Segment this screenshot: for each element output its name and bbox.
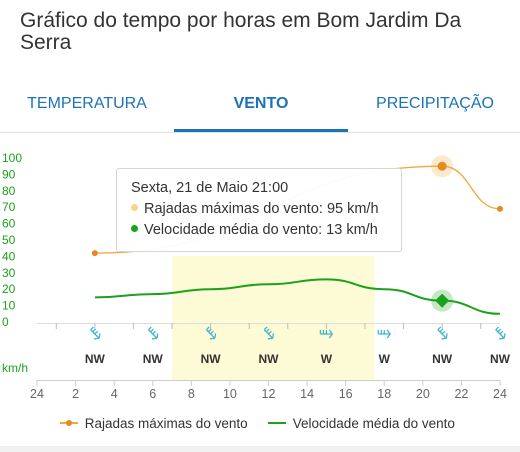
x-tick-label: 6 xyxy=(149,387,156,401)
gust-selected-point xyxy=(437,161,447,171)
x-tick-label: 24 xyxy=(493,387,507,401)
x-tick-label: 10 xyxy=(223,387,237,401)
legend-gust-label: Rajadas máximas do vento xyxy=(84,416,248,431)
tooltip-gust-label: Rajadas máximas do vento: 95 km/h xyxy=(144,201,379,217)
x-tick-label: 18 xyxy=(377,387,391,401)
tooltip-gust-dot xyxy=(131,204,138,211)
tab-bar: TEMPERATURA VENTO PRECIPITAÇÃO xyxy=(0,82,520,133)
legend-avg-marker xyxy=(268,422,286,424)
wind-direction-label: NW xyxy=(490,352,511,366)
legend-gust[interactable]: Rajadas máximas do vento xyxy=(60,416,248,431)
wind-direction-arrow-icon xyxy=(495,326,506,340)
wind-direction-label: NW xyxy=(259,352,280,366)
x-tick-label: 2 xyxy=(72,387,79,401)
wind-direction-arrow-icon xyxy=(148,326,159,340)
chart-tooltip: Sexta, 21 de Maio 21:00 Rajadas máximas … xyxy=(116,168,402,252)
bottom-divider xyxy=(0,446,520,452)
y-tick-label: 20 xyxy=(2,282,16,296)
wind-direction-label: NW xyxy=(201,352,222,366)
wind-direction-label: W xyxy=(379,352,391,366)
tab-vento[interactable]: VENTO xyxy=(174,82,348,132)
x-tick-label: 8 xyxy=(188,387,195,401)
y-tick-label: 0 xyxy=(2,315,9,329)
y-unit-label: km/h xyxy=(2,361,28,375)
y-tick-label: 10 xyxy=(2,299,16,313)
legend-avg[interactable]: Velocidade média do vento xyxy=(268,416,455,431)
wind-direction-label: W xyxy=(321,352,333,366)
wind-direction-arrow-icon xyxy=(437,326,448,340)
y-tick-label: 30 xyxy=(2,266,16,280)
wind-direction-label: NW xyxy=(143,352,164,366)
y-tick-label: 100 xyxy=(2,151,22,165)
tab-precipitacao[interactable]: PRECIPITAÇÃO xyxy=(376,95,494,112)
y-tick-label: 70 xyxy=(2,200,16,214)
avg-selected-point xyxy=(435,293,450,308)
y-tick-label: 40 xyxy=(2,249,16,263)
x-tick-label: 20 xyxy=(416,387,430,401)
tooltip-avg-label: Velocidade média do vento: 13 km/h xyxy=(144,222,378,238)
x-tick-label: 4 xyxy=(111,387,118,401)
legend-avg-label: Velocidade média do vento xyxy=(292,416,455,431)
tooltip-avg-dot xyxy=(131,225,138,232)
x-tick-label: 12 xyxy=(262,387,276,401)
wind-direction-arrow-icon xyxy=(205,326,217,340)
legend-gust-marker xyxy=(60,420,78,426)
wind-direction-arrow-icon xyxy=(377,329,391,339)
tooltip-header: Sexta, 21 de Maio 21:00 xyxy=(131,180,289,196)
chart-legend: Rajadas máximas do vento Velocidade médi… xyxy=(0,410,520,438)
y-tick-label: 60 xyxy=(2,217,16,231)
x-tick-label: 14 xyxy=(300,387,314,401)
wind-direction-arrow-icon xyxy=(319,329,333,339)
x-tick-label: 22 xyxy=(454,387,468,401)
y-tick-label: 90 xyxy=(2,167,16,181)
tab-temperatura[interactable]: TEMPERATURA xyxy=(27,95,147,112)
y-tick-label: 50 xyxy=(2,233,16,247)
wind-direction-arrow-icon xyxy=(90,326,101,340)
y-tick-label: 80 xyxy=(2,184,16,198)
page-title: Gráfico do tempo por horas em Bom Jardim… xyxy=(20,9,462,54)
gust-point xyxy=(497,205,503,212)
wind-direction-arrow-icon xyxy=(263,326,275,340)
wind-direction-label: NW xyxy=(85,352,106,366)
daylight-band xyxy=(172,256,375,380)
tooltip-avg-row: Velocidade média do vento: 13 km/h xyxy=(131,220,389,241)
gust-point xyxy=(91,250,98,257)
wind-direction-label: NW xyxy=(432,352,453,366)
x-tick-label: 24 xyxy=(30,387,44,401)
tooltip-gust-row: Rajadas máximas do vento: 95 km/h xyxy=(131,199,389,220)
x-tick-label: 16 xyxy=(339,387,353,401)
